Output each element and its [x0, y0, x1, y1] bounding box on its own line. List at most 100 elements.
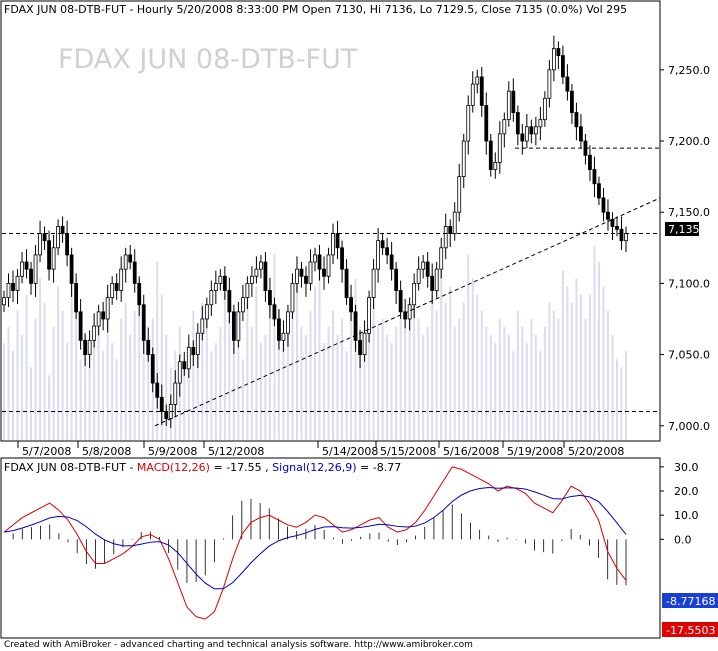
candle-body — [299, 268, 304, 277]
volume-bar — [435, 310, 438, 440]
signal-equals: = — [360, 461, 373, 474]
volume-bar — [300, 326, 303, 440]
candle-body — [69, 254, 74, 284]
candle-body — [286, 311, 290, 334]
candle-body — [29, 268, 33, 284]
candle-body — [92, 325, 97, 341]
candle-body — [128, 254, 133, 263]
volume-bar — [187, 343, 190, 440]
candle-body — [529, 126, 534, 135]
volume-bar — [3, 343, 5, 440]
volume-bar — [480, 310, 483, 440]
volume-bar — [314, 286, 316, 440]
volume-bar — [286, 318, 289, 440]
volume-bar — [341, 318, 344, 440]
candle-body — [254, 268, 259, 277]
price-tick-label: 7,050.0 — [668, 349, 710, 362]
volume-bar — [323, 343, 326, 440]
candle-body — [542, 97, 547, 121]
candle-body — [380, 240, 385, 249]
candle-body — [42, 233, 47, 242]
macd-axis: 30.0 20.0 10.0 0.0 — [660, 461, 699, 546]
candle-body — [371, 268, 376, 299]
volume-bar — [625, 351, 627, 440]
volume-bar — [295, 270, 298, 440]
candle-body — [295, 268, 299, 284]
volume-bar — [386, 335, 389, 440]
candle-body — [533, 126, 538, 135]
volume-bar — [138, 278, 141, 440]
volume-bar — [368, 310, 371, 440]
volume-bar — [309, 310, 312, 440]
last-price-badge — [665, 222, 699, 236]
volume-bar — [350, 294, 353, 440]
footer-credit: Created with AmiBroker - advanced charti… — [4, 640, 473, 650]
volume-bar — [120, 318, 123, 440]
volume-bar — [156, 262, 159, 440]
volume-bar — [277, 310, 280, 440]
candle-body — [137, 282, 142, 306]
candle-body — [182, 361, 187, 370]
candle-body — [588, 154, 592, 170]
candles — [2, 35, 628, 428]
volume-bar — [489, 335, 492, 440]
volume-bar — [413, 286, 416, 440]
volume-bar — [530, 318, 533, 440]
macd-current: -17.55 — [226, 461, 261, 474]
date-label: 5/12/2008 — [208, 445, 264, 458]
candle-body — [570, 90, 574, 113]
candle-body — [114, 282, 119, 291]
volume-bar — [88, 367, 91, 440]
macd-equals: = — [213, 461, 226, 474]
volume-bar — [485, 326, 488, 440]
volume-bar — [534, 335, 537, 440]
candle-body — [407, 304, 412, 320]
signal-series-label: Signal(12,26,9) — [272, 461, 356, 474]
candle-body — [601, 197, 606, 213]
candle-body — [231, 311, 236, 341]
volume-bar — [494, 343, 497, 440]
candle-body — [195, 332, 200, 355]
volume-bar — [241, 359, 244, 440]
candle-body — [159, 396, 164, 412]
candle-body — [502, 119, 507, 135]
candle-body — [448, 226, 453, 234]
volume-bar — [431, 294, 434, 440]
candle-body — [263, 261, 268, 291]
volume-bar — [422, 335, 425, 440]
candle-body — [457, 176, 462, 213]
candle-body — [470, 83, 475, 106]
macd-histogram — [12, 498, 627, 586]
volume-bar — [264, 335, 267, 440]
candle-body — [272, 304, 277, 320]
volume-bar — [223, 294, 226, 440]
volume-bar — [363, 343, 366, 440]
volume-bar — [97, 310, 100, 440]
candle-body — [141, 304, 146, 341]
volume-bar — [57, 286, 60, 440]
volume-bar — [332, 310, 335, 440]
date-label: 5/19/2008 — [507, 445, 563, 458]
candle-body — [101, 311, 106, 320]
volume-bar — [160, 294, 163, 440]
volume-bar — [543, 326, 546, 440]
volume-bar — [611, 335, 614, 440]
candle-body — [515, 112, 520, 135]
volume-bar — [124, 302, 127, 440]
candle-body — [96, 311, 101, 327]
candle-body — [277, 318, 281, 341]
candle-body — [83, 339, 88, 355]
candle-body — [362, 332, 367, 355]
volume-bar — [30, 367, 33, 440]
candle-body — [20, 261, 24, 277]
volume-bar — [557, 318, 560, 440]
volume-bar — [102, 351, 105, 440]
volume-bar — [246, 302, 249, 440]
candle-body — [520, 133, 525, 142]
volume-bar — [503, 326, 506, 440]
candle-body — [186, 347, 191, 370]
candle-body — [434, 268, 439, 291]
candle-body — [33, 254, 38, 284]
volume-bar — [129, 335, 132, 440]
candle-body — [308, 261, 313, 284]
